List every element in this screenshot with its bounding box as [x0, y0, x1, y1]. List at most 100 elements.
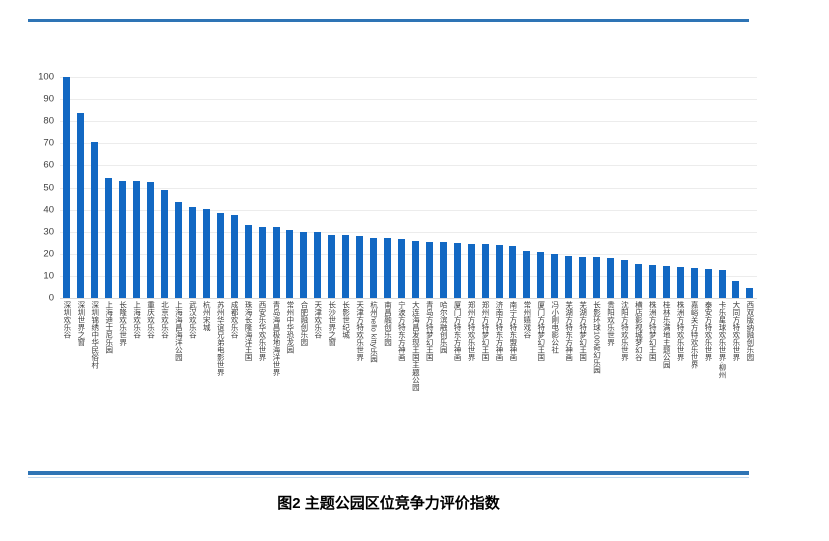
y-tick-label: 80	[43, 115, 54, 127]
bar-column	[185, 77, 199, 298]
bar-column	[60, 77, 74, 298]
bar	[620, 260, 628, 298]
bar-column	[450, 77, 464, 298]
x-label-column: 长影世纪城	[339, 301, 353, 441]
bar	[272, 227, 280, 298]
x-label-column: 深圳锦绣中华民俗村	[88, 301, 102, 441]
bar-column	[743, 77, 757, 298]
y-tick-label: 50	[43, 181, 54, 193]
bar-column	[687, 77, 701, 298]
x-category-label: 宁波方特东方神画	[397, 301, 407, 361]
bar	[523, 250, 531, 298]
x-label-column: 杭州宋城	[199, 301, 213, 441]
bar	[732, 281, 740, 298]
bar	[119, 180, 127, 298]
x-category-label: 芜湖方特梦幻王国	[578, 301, 588, 361]
x-category-label: 长影环球100奇幻乐园	[592, 301, 602, 374]
bar-column	[297, 77, 311, 298]
x-category-label: 长沙世界之窗	[327, 301, 337, 346]
bar-column	[367, 77, 381, 298]
x-category-label: 厦门方特梦幻王国	[536, 301, 546, 361]
decorative-bottom-rule	[28, 471, 749, 475]
bar	[509, 246, 517, 298]
bar-column	[492, 77, 506, 298]
y-tick-label: 40	[43, 203, 54, 215]
x-category-label: 芜湖方特东方神画	[564, 301, 574, 361]
x-label-column: 北京欢乐谷	[158, 301, 172, 441]
bar	[425, 241, 433, 298]
bar	[411, 240, 419, 298]
x-category-label: 贵阳欢乐世界	[606, 301, 616, 346]
bar-column	[422, 77, 436, 298]
x-label-column: 苏州华谊兄弟电影世界	[213, 301, 227, 441]
x-category-label: 上海欢乐谷	[132, 301, 142, 339]
bar	[370, 238, 378, 298]
bars-container	[60, 77, 757, 298]
bar	[202, 208, 210, 298]
bar-column	[590, 77, 604, 298]
x-category-label: 株洲方特梦幻王国	[648, 301, 658, 361]
x-label-column: 长隆欢乐世界	[116, 301, 130, 441]
x-category-label: 西双版纳融创乐园	[745, 301, 755, 361]
bar-column	[395, 77, 409, 298]
bar-column	[562, 77, 576, 298]
bar-column	[520, 77, 534, 298]
bar-column	[701, 77, 715, 298]
bar-column	[436, 77, 450, 298]
x-category-label: 上海迪士尼乐园	[104, 301, 114, 354]
x-category-label: 哈尔滨融创乐园	[439, 301, 449, 354]
bar	[718, 270, 726, 298]
x-label-column: 武汉欢乐谷	[185, 301, 199, 441]
x-label-column: 青岛方特梦幻王国	[422, 301, 436, 441]
bar	[356, 236, 364, 298]
gridline	[60, 187, 757, 189]
gridline	[60, 165, 757, 167]
bar-column	[325, 77, 339, 298]
y-tick-label: 0	[48, 292, 54, 304]
bar	[244, 225, 252, 298]
bar	[230, 215, 238, 298]
gridline	[60, 143, 757, 145]
bar-column	[618, 77, 632, 298]
x-axis-baseline	[60, 298, 757, 299]
bar	[300, 231, 308, 298]
bar	[746, 288, 754, 298]
bar	[607, 258, 615, 298]
bar	[216, 212, 224, 298]
bar-chart: 0 10 20 30 40 50 60 70 80 90 100 深圳欢乐谷 深圳世界之窗 深圳锦绣中华…	[38, 72, 757, 441]
x-label-column: 沈阳方特欢乐世界	[618, 301, 632, 441]
x-label-column: 宁波方特东方神画	[395, 301, 409, 441]
x-category-label: 杭州hello kitty乐园	[369, 301, 379, 363]
bar-column	[116, 77, 130, 298]
bar-column	[534, 77, 548, 298]
bar	[593, 257, 601, 298]
y-tick-label: 30	[43, 225, 54, 237]
x-category-label: 济南方特东方神画	[494, 301, 504, 361]
x-category-label: 深圳锦绣中华民俗村	[90, 301, 100, 369]
bar	[342, 235, 350, 298]
figure-caption: 图2 主题公园区位竞争力评价指数	[277, 495, 500, 512]
bar-column	[102, 77, 116, 298]
bar	[286, 229, 294, 298]
x-category-label: 杭州宋城	[202, 301, 212, 331]
bar	[161, 189, 169, 298]
bar-column	[172, 77, 186, 298]
x-category-label: 重庆欢乐谷	[146, 301, 156, 339]
x-label-column: 芜湖方特梦幻王国	[576, 301, 590, 441]
x-label-column: 天津方特欢乐世界	[353, 301, 367, 441]
x-label-column: 南昌融创乐园	[381, 301, 395, 441]
bar-column	[408, 77, 422, 298]
bar	[453, 242, 461, 298]
x-category-label: 冯小刚电影公社	[550, 301, 560, 354]
x-category-label: 泰安方特欢乐世界	[704, 301, 714, 361]
x-category-label: 桂林乐满地主题公园	[662, 301, 672, 369]
x-label-column: 济南方特东方神画	[492, 301, 506, 441]
gridline	[60, 275, 757, 277]
x-label-column: 长影环球100奇幻乐园	[590, 301, 604, 441]
x-label-column: 重庆欢乐谷	[144, 301, 158, 441]
bar	[634, 263, 642, 298]
bar-column	[88, 77, 102, 298]
x-category-label: 卡乐星球欢乐世界·柳州	[717, 301, 727, 379]
bar-column	[506, 77, 520, 298]
x-category-label: 大同方特欢乐世界	[731, 301, 741, 361]
